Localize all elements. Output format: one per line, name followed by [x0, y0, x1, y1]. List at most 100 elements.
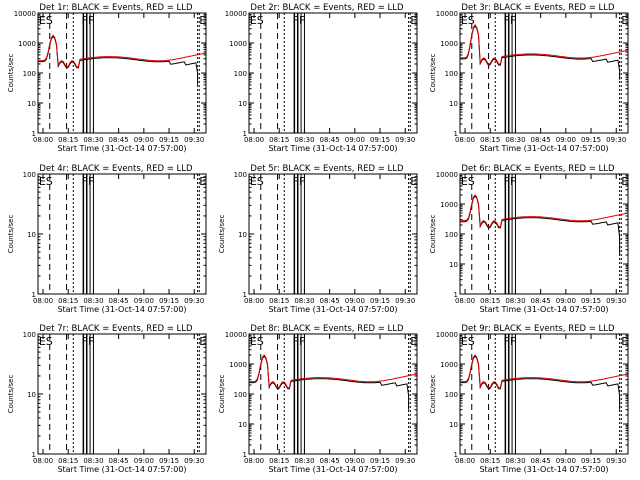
y-tick-label: 1	[32, 130, 36, 138]
x-tick-label: 08:00	[455, 297, 475, 305]
x-tick-label: 09:15	[370, 136, 390, 144]
panel-title: Det 8r: BLACK = Events, RED = LLD	[250, 324, 404, 334]
panel-det-1: Det 1r: BLACK = Events, RED = LLD 1 10 100 1…	[7, 3, 207, 153]
y-tick-label: 1	[454, 291, 458, 299]
x-tick-label: 08:45	[320, 457, 340, 465]
y-axis-label: Counts/sec	[429, 54, 437, 93]
y-axis-label: Counts/sec	[429, 375, 437, 414]
marker-label-e: E	[621, 14, 628, 27]
x-tick-label: 08:00	[33, 457, 53, 465]
x-tick-label: 08:30	[505, 297, 525, 305]
x-tick-label: 09:00	[556, 457, 576, 465]
marker-label-ff: FF	[293, 175, 306, 188]
panel-title: Det 4r: BLACK = Events, RED = LLD	[39, 164, 193, 174]
y-tick-label: 10	[27, 231, 36, 239]
x-tick-label: 09:30	[395, 457, 415, 465]
y-tick-label: 1	[243, 451, 247, 459]
series-events	[460, 355, 621, 410]
x-tick-label: 08:45	[531, 297, 551, 305]
y-tick-label: 10	[238, 421, 247, 429]
x-tick-label: 09:15	[370, 297, 390, 305]
panel-title: Det 7r: BLACK = Events, RED = LLD	[39, 324, 193, 334]
y-tick-label: 1000	[440, 201, 458, 209]
x-tick-label: 08:15	[269, 136, 289, 144]
y-tick-label: 10	[238, 231, 247, 239]
x-tick-label: 08:45	[531, 457, 551, 465]
x-tick-label: 09:15	[159, 136, 179, 144]
marker-label-e: E	[199, 14, 206, 27]
plot-frame	[459, 333, 629, 455]
y-tick-label: 10	[27, 391, 36, 399]
panel-title: Det 3r: BLACK = Events, RED = LLD	[461, 3, 615, 13]
x-tick-label: 09:00	[345, 297, 365, 305]
x-tick-label: 09:30	[606, 297, 626, 305]
panel-det-9: Det 9r: BLACK = Events, RED = LLD 1 10 100 1…	[429, 324, 629, 474]
y-tick-label: 1000	[229, 40, 247, 48]
x-tick-label: 08:15	[58, 297, 78, 305]
marker-label-e: E	[199, 175, 206, 188]
x-tick-label: 08:00	[244, 297, 264, 305]
y-tick-label: 100	[445, 231, 458, 239]
panel-title: Det 2r: BLACK = Events, RED = LLD	[250, 3, 404, 13]
x-tick-label: 08:00	[244, 136, 264, 144]
y-tick-label: 100	[445, 391, 458, 399]
y-tick-label: 100	[234, 391, 247, 399]
plot-frame	[37, 173, 207, 295]
x-tick-label: 08:15	[480, 136, 500, 144]
x-tick-label: 08:30	[294, 457, 314, 465]
series-lld	[460, 354, 629, 389]
x-tick-label: 08:30	[83, 136, 103, 144]
marker-label-es: ES	[250, 175, 264, 188]
marker-label-es: ES	[250, 14, 264, 27]
panel-det-7: Det 7r: BLACK = Events, RED = LLD 1 10 100 0…	[7, 324, 207, 474]
y-tick-label: 10	[449, 421, 458, 429]
x-tick-label: 08:30	[294, 297, 314, 305]
panel-det-4: Det 4r: BLACK = Events, RED = LLD 1 10 100 0…	[7, 164, 207, 314]
marker-label-e: E	[410, 335, 417, 348]
x-tick-label: 09:30	[184, 136, 204, 144]
x-tick-label: 08:45	[109, 136, 129, 144]
marker-label-ff: FF	[82, 14, 95, 27]
x-tick-label: 08:15	[480, 297, 500, 305]
marker-label-e: E	[410, 175, 417, 188]
marker-label-e: E	[621, 335, 628, 348]
series-lld	[38, 34, 207, 68]
series-events	[249, 355, 410, 410]
y-tick-label: 10	[27, 100, 36, 108]
y-tick-label: 1	[454, 451, 458, 459]
plot-frame	[459, 12, 629, 134]
x-axis-label: Start Time (31-Oct-14 07:57:00)	[268, 465, 397, 474]
y-tick-label: 10000	[225, 10, 247, 18]
x-tick-label: 08:00	[244, 457, 264, 465]
x-tick-label: 08:15	[58, 136, 78, 144]
panel-det-2: Det 2r: BLACK = Events, RED = LLD 1 10 100 1…	[225, 3, 418, 153]
y-tick-label: 1	[243, 291, 247, 299]
x-tick-label: 08:45	[320, 297, 340, 305]
plot-frame	[37, 12, 207, 134]
x-tick-label: 08:45	[320, 136, 340, 144]
marker-label-es: ES	[39, 335, 53, 348]
x-tick-label: 08:30	[505, 136, 525, 144]
marker-label-e: E	[621, 175, 628, 188]
y-tick-label: 100	[234, 70, 247, 78]
y-tick-label: 10000	[436, 331, 458, 339]
x-tick-label: 08:45	[109, 457, 129, 465]
y-axis-label: Counts/sec	[218, 375, 226, 414]
marker-label-ff: FF	[82, 335, 95, 348]
x-tick-label: 08:00	[455, 136, 475, 144]
x-tick-label: 09:15	[581, 457, 601, 465]
panel-det-6: Det 6r: BLACK = Events, RED = LLD 1 10 100 1…	[429, 164, 629, 314]
marker-label-es: ES	[250, 335, 264, 348]
x-tick-label: 09:15	[159, 297, 179, 305]
x-tick-label: 09:30	[606, 457, 626, 465]
marker-label-ff: FF	[293, 335, 306, 348]
marker-label-ff: FF	[504, 14, 517, 27]
x-axis-label: Start Time (31-Oct-14 07:57:00)	[479, 144, 608, 153]
marker-label-es: ES	[461, 175, 475, 188]
x-tick-label: 08:15	[269, 457, 289, 465]
y-tick-label: 1000	[18, 40, 36, 48]
x-tick-label: 09:30	[606, 136, 626, 144]
marker-label-e: E	[410, 14, 417, 27]
series-lld	[460, 24, 629, 65]
y-tick-label: 1000	[229, 361, 247, 369]
